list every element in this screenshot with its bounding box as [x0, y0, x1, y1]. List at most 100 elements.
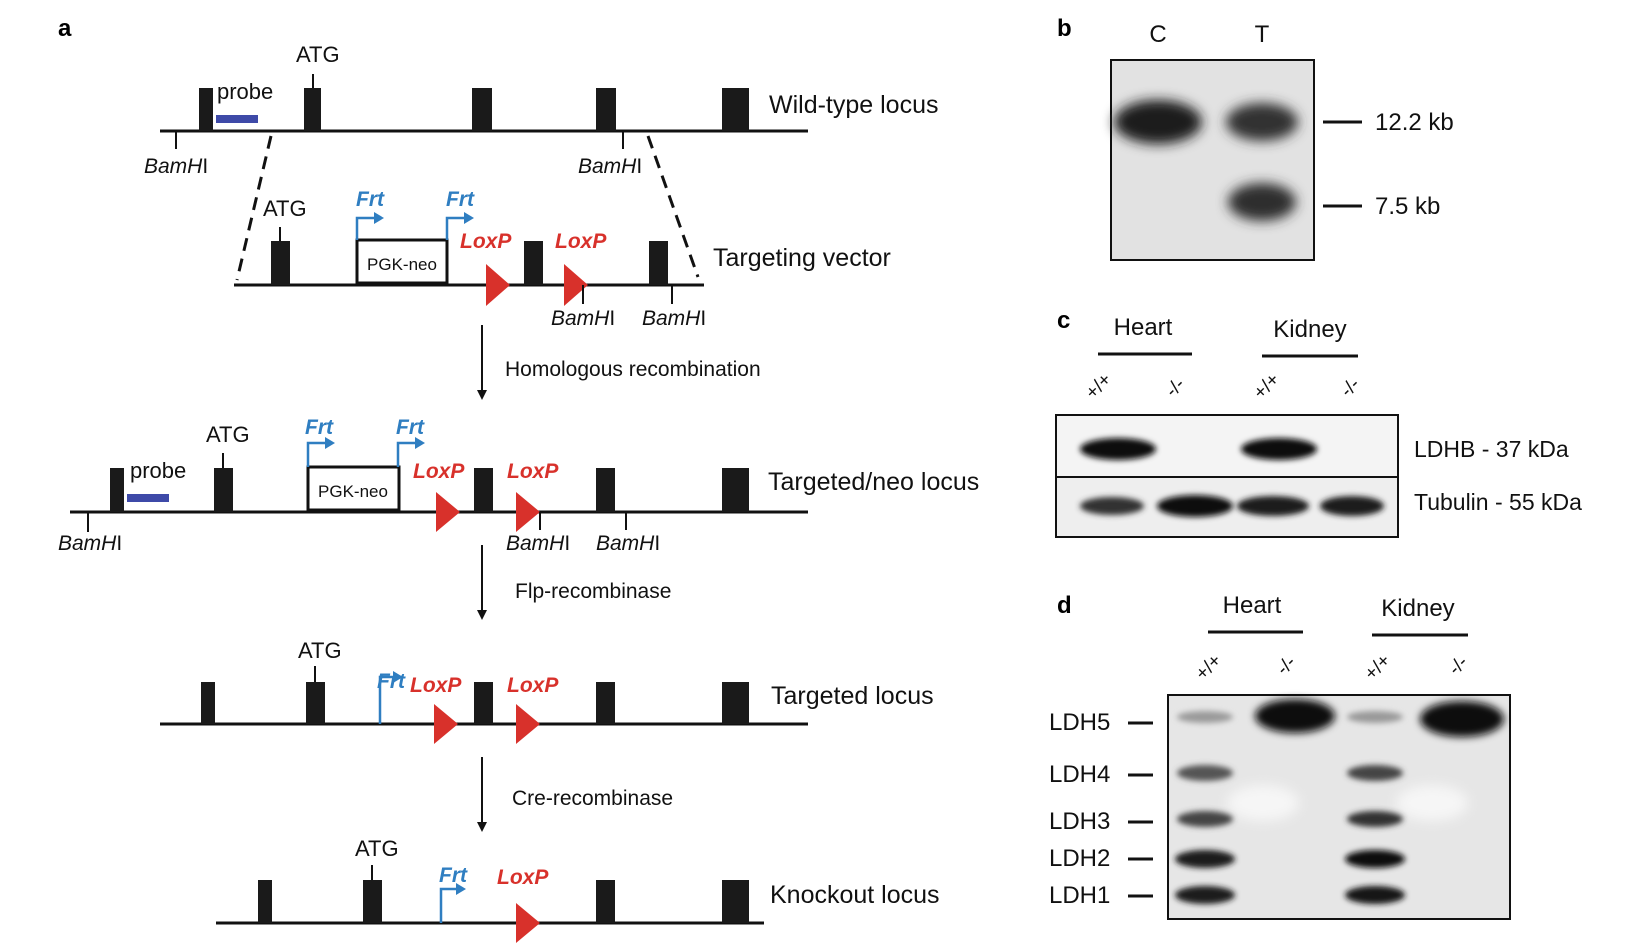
exon [649, 241, 668, 285]
knockout-locus: ATG Frt LoxP Knockout locus [216, 836, 940, 943]
probe-label: probe [217, 79, 273, 104]
loxp-label: LoxP [507, 674, 559, 697]
tissue-label: Kidney [1273, 316, 1346, 343]
loxp-label: LoxP [507, 460, 559, 483]
atg-label: ATG [355, 836, 399, 861]
loxp-triangle [564, 264, 588, 306]
southern-blot [1110, 59, 1315, 261]
gel-band [1347, 811, 1403, 827]
locus-label: Targeting vector [713, 244, 891, 272]
genotype-label: -/- [1273, 652, 1301, 680]
blot-band [1320, 496, 1384, 516]
tissue-label: Kidney [1381, 595, 1454, 622]
exon [722, 682, 749, 724]
blot-band [1157, 495, 1233, 517]
band-label: Tubulin - 55 kDa [1414, 489, 1582, 515]
western-blot [1055, 414, 1399, 538]
exon [596, 682, 615, 724]
probe-bar [127, 494, 169, 502]
targeted-locus: ATG Frt LoxP LoxP Targeted locus [160, 638, 934, 744]
atg-label: ATG [296, 42, 340, 67]
panel-a-letter: a [58, 15, 72, 42]
isozyme-label: LDH3 [1049, 808, 1110, 835]
gel-band [1175, 850, 1235, 868]
genotype-label: +/+ [1250, 369, 1284, 403]
exon [472, 88, 492, 131]
locus-label: Wild-type locus [769, 91, 939, 119]
bamhi-site: BamHI [58, 532, 122, 555]
loxp-label: LoxP [410, 674, 462, 697]
gel-band [1420, 701, 1504, 737]
panel-c: c Heart Kidney +/+ -/- +/+ -/- LDHB - 37… [1055, 307, 1582, 538]
step-label: Cre-recombinase [512, 787, 673, 810]
frt-label: Frt [377, 670, 406, 693]
gel-band [1177, 711, 1233, 723]
isozyme-label: LDH4 [1049, 761, 1110, 788]
blot-band [1080, 438, 1156, 460]
blot-band [1080, 497, 1144, 515]
exon [199, 88, 213, 131]
loxp-triangle [434, 704, 458, 744]
loxp-triangle [516, 704, 540, 744]
tissue-label: Heart [1114, 314, 1173, 341]
loxp-label: LoxP [460, 230, 512, 253]
genotype-label: -/- [1337, 374, 1365, 402]
blot-band [1226, 103, 1298, 141]
isozyme-label: LDH5 [1049, 709, 1110, 736]
frt-label: Frt [446, 188, 475, 211]
blot-band [1228, 183, 1296, 221]
tissue-label: Heart [1223, 592, 1282, 619]
loxp-triangle [516, 903, 540, 943]
gel-band [1177, 765, 1233, 781]
exon [214, 468, 233, 512]
panel-c-letter: c [1057, 307, 1070, 334]
bamhi-site: BamHI [578, 155, 642, 178]
frt-label: Frt [356, 188, 385, 211]
bamhi-site: BamHI [642, 307, 706, 330]
gel-band [1255, 699, 1335, 733]
exon [524, 241, 543, 285]
blot-band [1237, 496, 1309, 516]
exon [271, 241, 290, 285]
exon [110, 468, 124, 512]
size-marker: 7.5 kb [1375, 193, 1440, 220]
targeting-vector: ATG PGK-neo Frt Frt LoxP LoxP BamHI BamH… [234, 188, 891, 330]
exon [596, 880, 615, 923]
pgk-neo-label: PGK-neo [318, 482, 388, 501]
bamhi-site: BamHI [551, 307, 615, 330]
locus-label: Targeted locus [771, 682, 934, 710]
size-marker: 12.2 kb [1375, 109, 1454, 136]
panel-b-letter: b [1057, 15, 1072, 42]
exon [306, 682, 325, 724]
bamhi-site: BamHI [596, 532, 660, 555]
step-label: Flp-recombinase [515, 580, 671, 603]
exon [722, 468, 749, 512]
frt-label: Frt [396, 416, 425, 439]
band-label: LDHB - 37 kDa [1414, 436, 1569, 462]
gel-band [1175, 886, 1235, 904]
locus-label: Targeted/neo locus [768, 468, 979, 496]
exon [596, 88, 616, 131]
genotype-label: -/- [1162, 374, 1190, 402]
exon [258, 880, 272, 923]
loxp-label: LoxP [497, 866, 549, 889]
gel-band [1345, 850, 1405, 868]
gel-band [1177, 811, 1233, 827]
gel-band [1347, 711, 1403, 723]
pgk-neo-cassette [306, 465, 401, 512]
bamhi-site: BamHI [506, 532, 570, 555]
lane-label: T [1255, 21, 1270, 48]
dashed-connector [646, 135, 700, 278]
genotype-label: +/+ [1082, 369, 1116, 403]
step-label: Homologous recombination [505, 358, 761, 381]
probe-label: probe [130, 458, 186, 483]
bamhi-site: BamHI [144, 155, 208, 178]
pgk-neo-label: PGK-neo [367, 255, 437, 274]
zymogram-gel [1167, 694, 1511, 920]
isozyme-label: LDH2 [1049, 845, 1110, 872]
atg-label: ATG [263, 196, 307, 221]
loxp-label: LoxP [555, 230, 607, 253]
probe-bar [216, 115, 258, 123]
isozyme-label: LDH1 [1049, 882, 1110, 909]
